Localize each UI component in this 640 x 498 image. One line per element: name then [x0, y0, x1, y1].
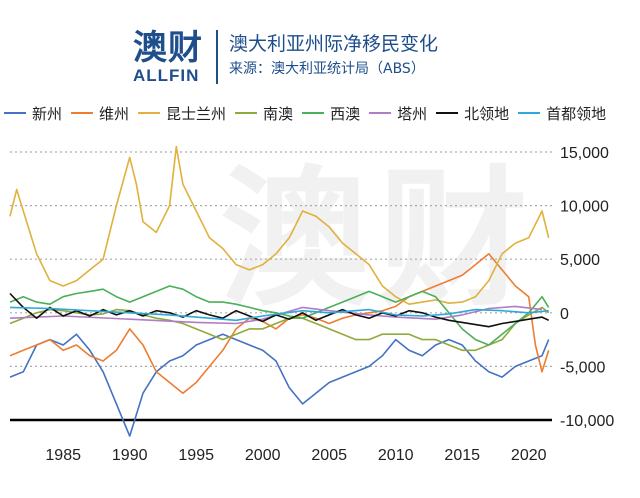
legend-item: 南澳: [235, 103, 293, 124]
x-tick-label: 2010: [378, 447, 414, 464]
y-tick-label: -5,000: [560, 359, 605, 376]
legend-swatch: [436, 112, 459, 114]
legend-swatch: [4, 112, 26, 114]
logo-text: 澳财: [133, 28, 203, 68]
chart-title: 澳大利亚州际净移民变化: [229, 33, 439, 55]
series-line: [9, 306, 549, 322]
logo-divider: [216, 30, 218, 84]
x-tick-label: 1990: [112, 447, 148, 464]
x-tick-label: 1995: [178, 447, 214, 464]
legend: 新州 维州 昆士兰州 南澳 西澳 塔州 北领地 首都领地: [4, 102, 640, 124]
series-line: [9, 333, 550, 437]
legend-item: 首都领地: [518, 103, 606, 124]
x-tick-label: 2020: [511, 447, 547, 464]
legend-label: 北领地: [464, 104, 510, 123]
x-tick-label: 1985: [45, 447, 81, 464]
legend-label: 新州: [32, 104, 63, 123]
legend-item: 维州: [71, 103, 129, 124]
x-tick-label: 2005: [311, 447, 347, 464]
legend-label: 昆士兰州: [166, 104, 227, 123]
series-line: [9, 305, 543, 325]
y-tick-label: 5,000: [560, 252, 600, 269]
series-line: [9, 285, 550, 346]
legend-label: 西澳: [330, 104, 361, 123]
legend-label: 塔州: [397, 104, 428, 123]
legend-swatch: [71, 112, 94, 114]
series-line: [9, 306, 550, 352]
legend-swatch: [369, 112, 392, 114]
legend-label: 维州: [99, 104, 130, 123]
legend-item: 塔州: [369, 103, 427, 124]
legend-swatch: [235, 112, 258, 114]
series-line: [9, 145, 550, 305]
legend-swatch: [518, 112, 541, 114]
legend-item: 北领地: [436, 103, 509, 124]
y-tick-label: 10,000: [560, 199, 609, 216]
y-tick-label: -10,000: [560, 413, 614, 430]
legend-item: 昆士兰州: [138, 103, 226, 124]
legend-label: 首都领地: [546, 104, 607, 123]
legend-swatch: [138, 112, 161, 114]
header: 澳财 ALLFIN 澳大利亚州际净移民变化 来源：澳大利亚统计局（ABS）: [0, 0, 640, 92]
legend-item: 西澳: [302, 103, 360, 124]
x-tick-label: 2000: [245, 447, 281, 464]
legend-label: 南澳: [263, 104, 294, 123]
logo-subtext: ALLFIN: [133, 66, 200, 85]
chart-source: 来源：澳大利亚统计局（ABS）: [229, 61, 425, 77]
y-tick-label: 0: [560, 306, 569, 323]
y-tick-label: 15,000: [560, 145, 609, 162]
legend-item: 新州: [4, 103, 62, 124]
x-tick-label: 2015: [444, 447, 480, 464]
legend-swatch: [302, 112, 325, 114]
